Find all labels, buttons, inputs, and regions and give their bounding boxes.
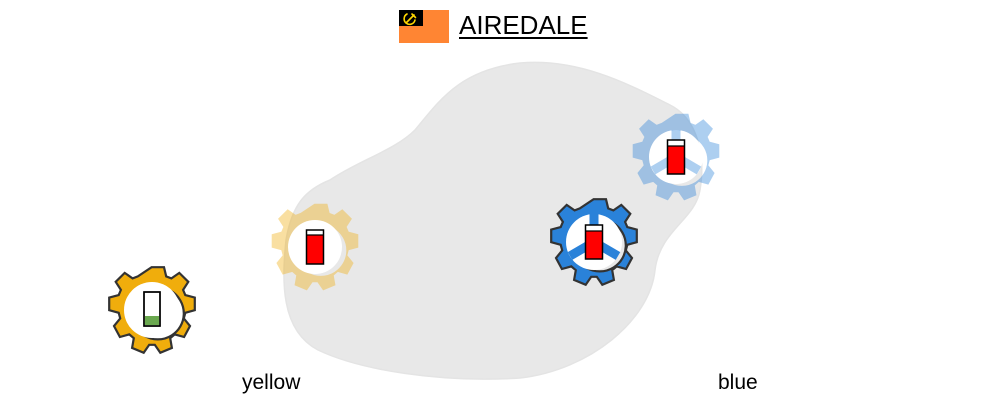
battery-icon bbox=[584, 224, 604, 260]
team-label-blue: blue bbox=[718, 371, 758, 394]
battery-icon bbox=[143, 291, 161, 327]
hammer-sickle-icon bbox=[403, 13, 417, 26]
country-flag bbox=[399, 10, 449, 43]
team-label-yellow: yellow bbox=[242, 371, 301, 394]
territory-region bbox=[283, 61, 703, 380]
unit-blue-gear-main[interactable] bbox=[550, 198, 638, 286]
unit-yellow-gear-remote[interactable] bbox=[271, 203, 359, 291]
battery-icon bbox=[305, 229, 325, 265]
country-title[interactable]: AIREDALE bbox=[459, 10, 588, 40]
battery-icon bbox=[666, 139, 686, 175]
unit-blue-gear-remote[interactable] bbox=[632, 113, 720, 201]
unit-yellow-gear-home[interactable] bbox=[108, 266, 196, 354]
